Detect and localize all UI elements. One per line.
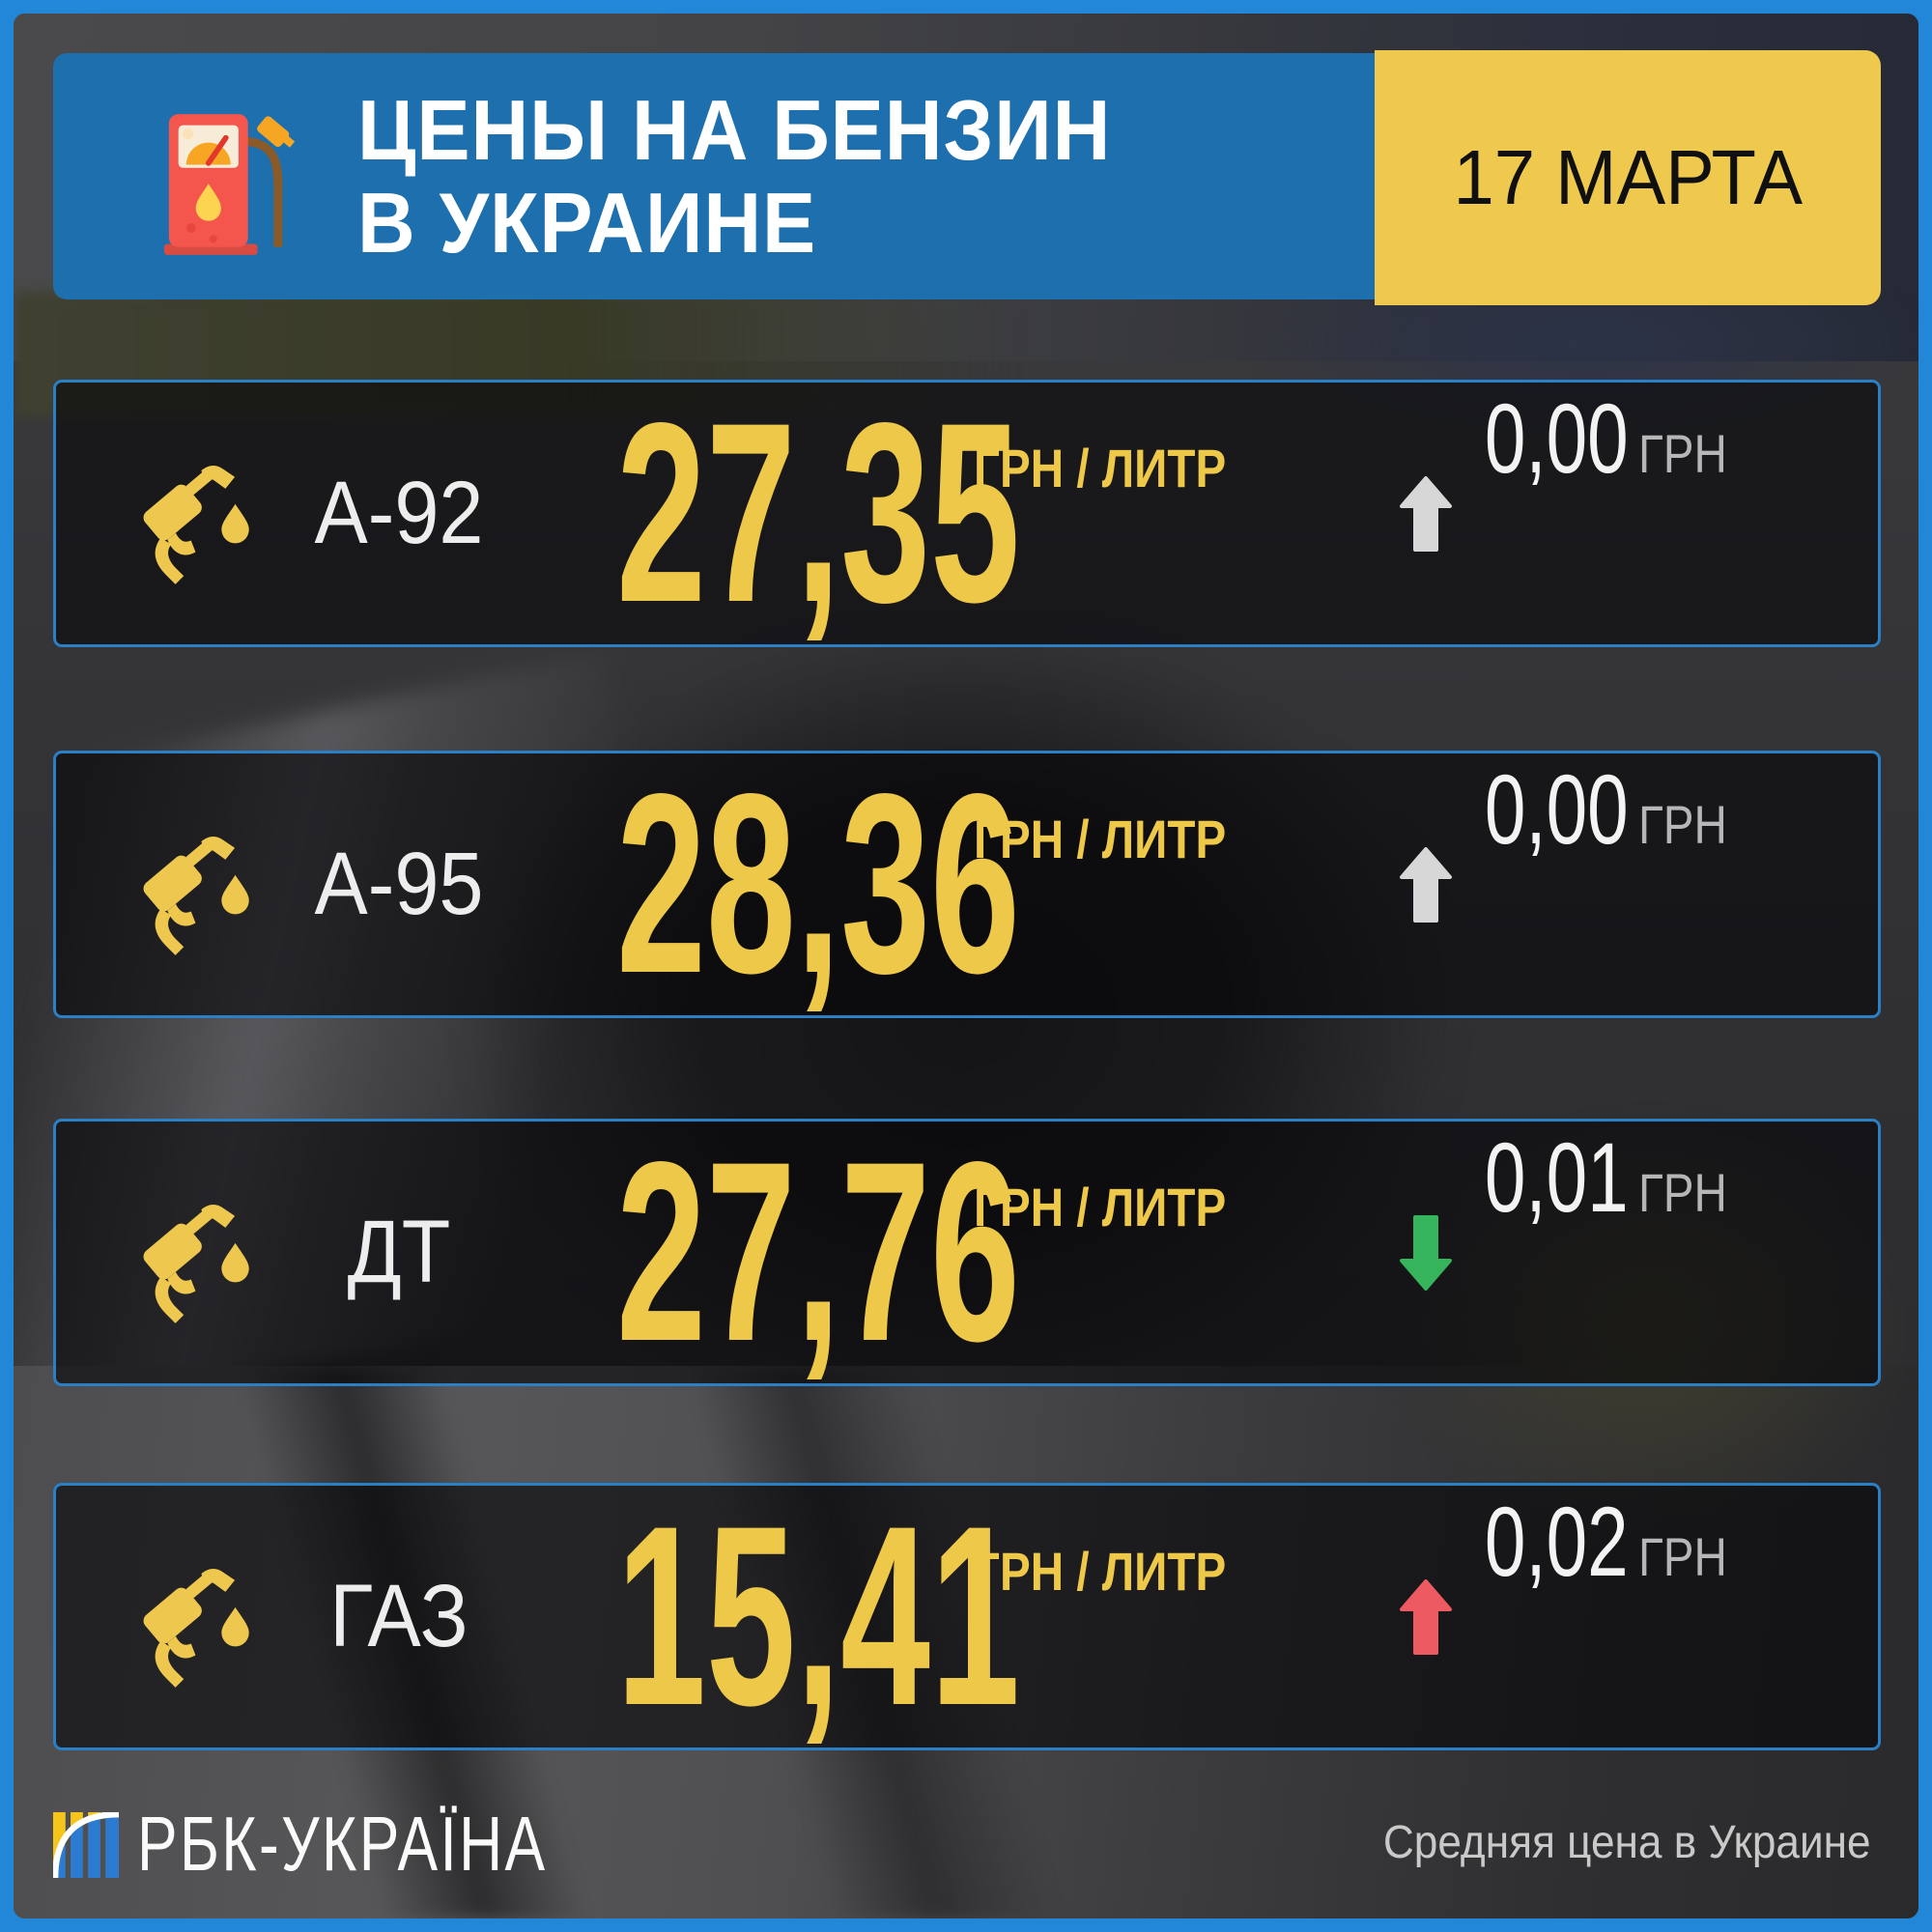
fuel-row-a92: А-92 27,35 ГРН / ЛИТР 0,00 ГРН bbox=[53, 380, 1881, 647]
change-unit: ГРН bbox=[1637, 1526, 1727, 1587]
change-unit: ГРН bbox=[1637, 1162, 1727, 1223]
fuel-pump-icon bbox=[163, 114, 296, 255]
change-unit: ГРН bbox=[1637, 423, 1727, 484]
change-value: 0,00 bbox=[1484, 384, 1629, 494]
fuel-nozzle-icon bbox=[122, 1542, 269, 1689]
price-unit-label: ГРН / ЛИТР bbox=[974, 438, 1227, 498]
fuel-row-dt: ДТ 27,76 ГРН / ЛИТР 0,01 ГРН bbox=[53, 1119, 1881, 1386]
price-change: 0,02 ГРН bbox=[1399, 1486, 1743, 1747]
rbc-ukraine-logo bbox=[53, 1812, 119, 1878]
footnote: Средняя цена в Украине bbox=[1383, 1817, 1871, 1868]
title-line-2: В УКРАИНЕ bbox=[357, 175, 817, 270]
fuel-nozzle-icon bbox=[122, 810, 269, 956]
date-badge: 17 МАРТА bbox=[1375, 50, 1881, 305]
price-unit-label: ГРН / ЛИТР bbox=[974, 1541, 1227, 1602]
header-banner: ЦЕНЫ НА БЕНЗИН В УКРАИНЕ bbox=[53, 53, 1375, 299]
price-unit-label: ГРН / ЛИТР bbox=[974, 1177, 1227, 1237]
price-change: 0,00 ГРН bbox=[1399, 383, 1743, 644]
fuel-nozzle-icon bbox=[122, 1178, 269, 1324]
price-unit-label: ГРН / ЛИТР bbox=[974, 809, 1227, 869]
change-value: 0,01 bbox=[1484, 1122, 1629, 1233]
fuel-price-value: 27,35 bbox=[616, 370, 1020, 656]
price-change: 0,00 ГРН bbox=[1399, 753, 1743, 1015]
fuel-price-value: 27,76 bbox=[616, 1109, 1020, 1395]
fuel-row-gas: ГАЗ 15,41 ГРН / ЛИТР 0,02 ГРН bbox=[53, 1483, 1881, 1750]
fuel-type-label: ГАЗ bbox=[329, 1567, 469, 1665]
price-change: 0,01 ГРН bbox=[1399, 1122, 1743, 1383]
change-up-arrow-icon bbox=[1399, 1578, 1453, 1655]
fuel-price-value: 15,41 bbox=[616, 1473, 1020, 1759]
title-line-1: ЦЕНЫ НА БЕНЗИН bbox=[357, 82, 1112, 178]
brand-name: РБК-УКРАЇНА bbox=[137, 1801, 548, 1887]
change-up-arrow-icon bbox=[1399, 846, 1453, 923]
fuel-nozzle-icon bbox=[122, 439, 269, 585]
fuel-type-label: А-95 bbox=[314, 835, 484, 933]
fuel-type-label: А-92 bbox=[314, 464, 484, 562]
fuel-row-a95: А-95 28,36 ГРН / ЛИТР 0,00 ГРН bbox=[53, 751, 1881, 1018]
fuel-price-value: 28,36 bbox=[616, 741, 1020, 1027]
change-up-arrow-icon bbox=[1399, 475, 1453, 552]
change-value: 0,00 bbox=[1484, 754, 1629, 865]
fuel-type-label: ДТ bbox=[347, 1203, 451, 1301]
date-label: 17 МАРТА bbox=[1453, 134, 1803, 220]
change-down-arrow-icon bbox=[1399, 1214, 1453, 1291]
change-unit: ГРН bbox=[1637, 794, 1727, 855]
change-value: 0,02 bbox=[1484, 1487, 1629, 1597]
background-photo: ЦЕНЫ НА БЕНЗИН В УКРАИНЕ 17 МАРТА А-92 2… bbox=[14, 14, 1918, 1918]
page-title: ЦЕНЫ НА БЕНЗИН В УКРАИНЕ bbox=[357, 84, 1111, 270]
